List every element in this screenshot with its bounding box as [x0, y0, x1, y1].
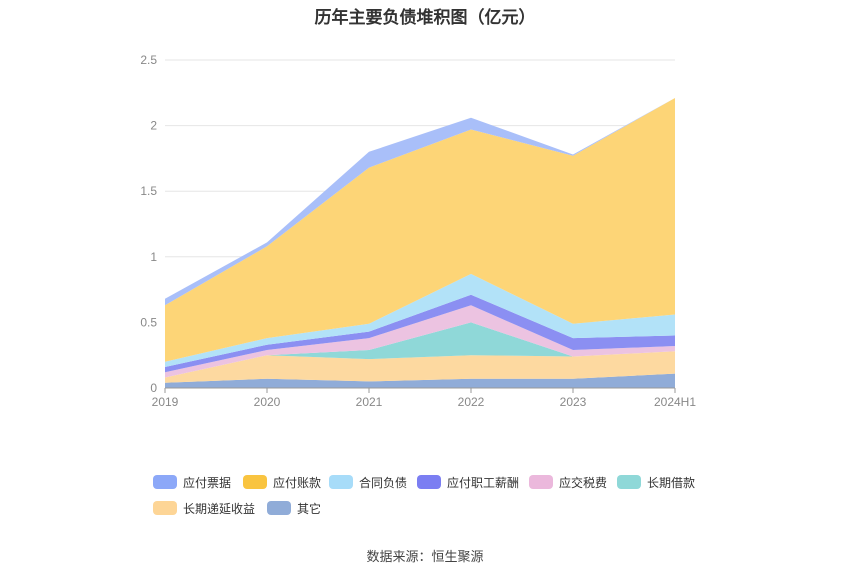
legend-label: 长期递延收益 [183, 501, 256, 516]
legend-swatch [243, 475, 267, 489]
x-tick-label: 2023 [560, 395, 587, 409]
legend-label: 应交税费 [559, 475, 608, 490]
legend-label: 应付账款 [273, 475, 322, 490]
axes: 0 0.5 1 1.5 2 2.5 2019 2020 2021 2022 2023 2024H1 [140, 53, 696, 409]
x-tick-label: 2019 [152, 395, 179, 409]
legend-swatch [329, 475, 353, 489]
series-area-其它 [165, 373, 675, 388]
legend-item[interactable]: 应交税费 [529, 472, 607, 492]
legend-label: 应付职工薪酬 [447, 475, 520, 490]
y-tick-label: 0.5 [140, 315, 157, 329]
x-tick-label: 2021 [356, 395, 383, 409]
legend-label: 其它 [297, 501, 322, 516]
legend-item[interactable]: 应付职工薪酬 [417, 472, 519, 492]
series-areas [165, 98, 675, 388]
legend-swatch [417, 475, 441, 489]
legend-item[interactable]: 长期递延收益 [153, 498, 255, 518]
legend-label: 合同负债 [359, 475, 408, 490]
y-tick-label: 1.5 [140, 184, 157, 198]
series-area-应付账款 [165, 98, 675, 362]
legend-item[interactable]: 长期借款 [617, 472, 695, 492]
series-area-长期借款 [165, 322, 675, 378]
legend-swatch [529, 475, 553, 489]
legend-item[interactable]: 合同负债 [329, 472, 407, 492]
x-tick-label: 2022 [458, 395, 485, 409]
legend-swatch [267, 501, 291, 515]
x-tick-label: 2024H1 [654, 395, 696, 409]
chart-title: 历年主要负债堆积图（亿元） [314, 8, 536, 27]
y-tick-label: 2.5 [140, 53, 157, 67]
y-tick-label: 0 [150, 381, 157, 395]
legend-swatch [153, 501, 177, 515]
y-tick-label: 2 [150, 119, 157, 133]
x-tick-label: 2020 [254, 395, 281, 409]
legend-swatch [617, 475, 641, 489]
legend-swatch [153, 475, 177, 489]
legend-label: 长期借款 [647, 475, 696, 490]
y-tick-label: 1 [150, 250, 157, 264]
legend-item[interactable]: 应付账款 [243, 472, 321, 492]
data-source-note: 数据来源：恒生聚源 [366, 549, 484, 564]
series-area-应付票据 [165, 98, 675, 306]
legend-item[interactable]: 应付票据 [153, 472, 231, 492]
legend-item[interactable]: 其它 [267, 498, 321, 518]
legend-label: 应付票据 [183, 475, 232, 490]
series-area-长期递延收益 [165, 351, 675, 383]
